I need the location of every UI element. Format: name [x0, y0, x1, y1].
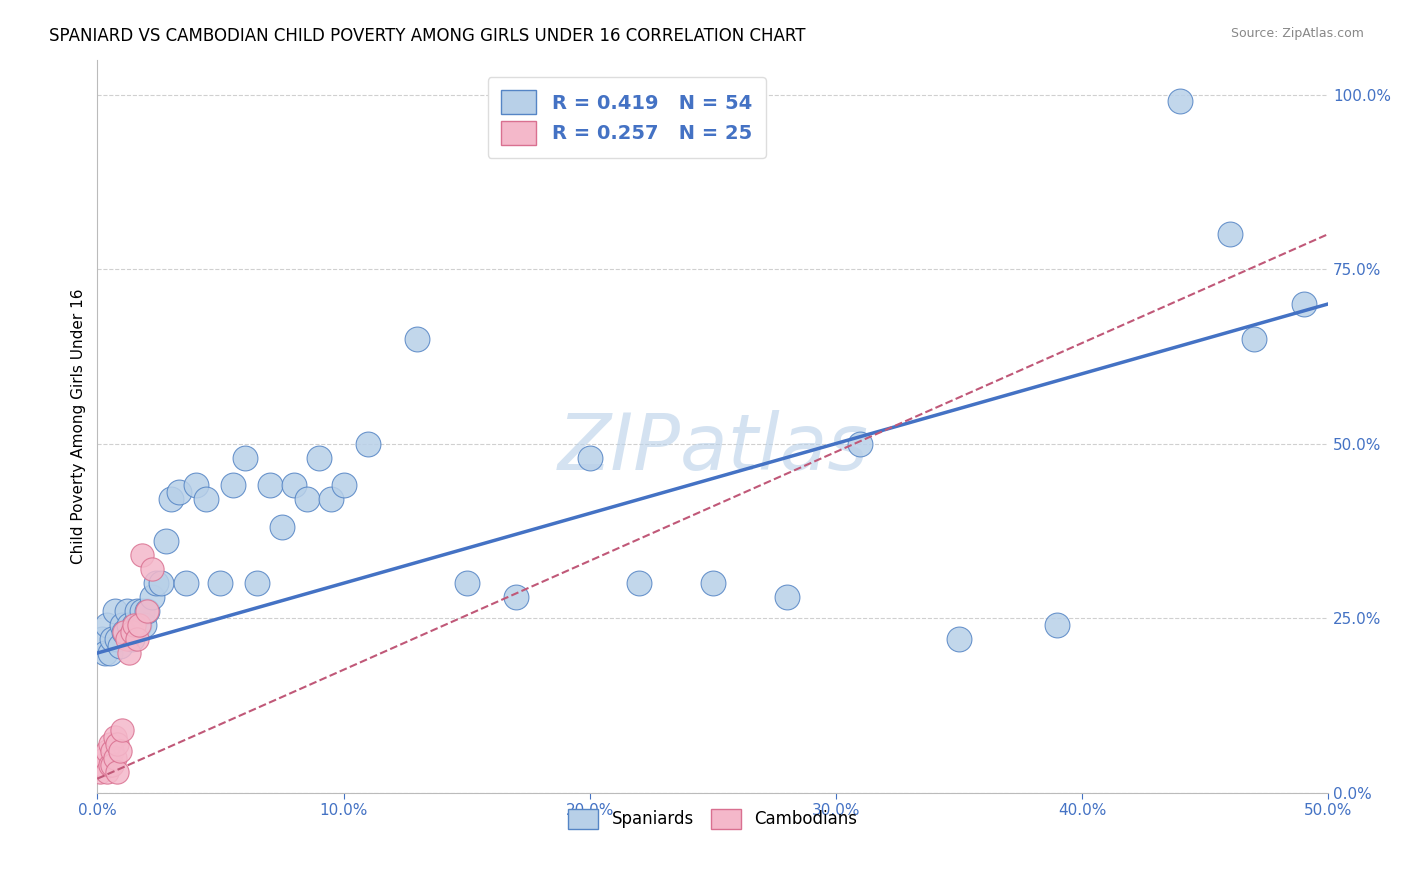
Point: [775, 590, 797, 604]
Point: [131, 549, 153, 563]
Point: [96, 744, 118, 758]
Point: [93, 646, 115, 660]
Point: [118, 618, 141, 632]
Legend: Spaniards, Cambodians: Spaniards, Cambodians: [562, 802, 863, 836]
Point: [118, 646, 141, 660]
Text: Source: ZipAtlas.com: Source: ZipAtlas.com: [1230, 27, 1364, 40]
Point: [505, 590, 527, 604]
Point: [98, 737, 121, 751]
Point: [105, 764, 128, 779]
Point: [128, 618, 150, 632]
Point: [105, 737, 128, 751]
Point: [135, 604, 157, 618]
Point: [246, 576, 269, 591]
Point: [155, 534, 177, 549]
Point: [174, 576, 197, 591]
Point: [321, 492, 343, 507]
Point: [91, 757, 114, 772]
Point: [160, 492, 183, 507]
Point: [125, 632, 148, 646]
Point: [93, 750, 115, 764]
Point: [209, 576, 232, 591]
Point: [627, 576, 650, 591]
Point: [108, 639, 131, 653]
Point: [1219, 227, 1241, 241]
Point: [121, 632, 143, 646]
Point: [406, 332, 429, 346]
Point: [115, 604, 138, 618]
Point: [112, 625, 135, 640]
Point: [112, 625, 135, 640]
Text: SPANIARD VS CAMBODIAN CHILD POVERTY AMONG GIRLS UNDER 16 CORRELATION CHART: SPANIARD VS CAMBODIAN CHILD POVERTY AMON…: [49, 27, 806, 45]
Point: [141, 562, 163, 576]
Point: [96, 764, 118, 779]
Point: [101, 744, 124, 758]
Point: [1046, 618, 1069, 632]
Point: [702, 576, 724, 591]
Point: [295, 492, 318, 507]
Point: [141, 590, 163, 604]
Point: [167, 485, 190, 500]
Point: [125, 604, 148, 618]
Point: [948, 632, 970, 646]
Point: [128, 618, 150, 632]
Point: [233, 450, 256, 465]
Point: [283, 478, 305, 492]
Point: [332, 478, 354, 492]
Point: [124, 618, 146, 632]
Point: [121, 625, 143, 640]
Point: [578, 450, 600, 465]
Y-axis label: Child Poverty Among Girls Under 16: Child Poverty Among Girls Under 16: [72, 288, 86, 564]
Point: [111, 618, 134, 632]
Point: [101, 757, 124, 772]
Point: [103, 730, 125, 744]
Point: [91, 632, 114, 646]
Point: [1292, 297, 1315, 311]
Point: [184, 478, 207, 492]
Point: [135, 604, 157, 618]
Point: [101, 632, 124, 646]
Point: [134, 618, 156, 632]
Point: [222, 478, 245, 492]
Point: [456, 576, 478, 591]
Point: [131, 604, 153, 618]
Point: [111, 723, 134, 737]
Point: [108, 744, 131, 758]
Point: [194, 492, 217, 507]
Point: [308, 450, 330, 465]
Point: [849, 436, 872, 450]
Point: [105, 632, 128, 646]
Point: [150, 576, 173, 591]
Text: ZIPatlas: ZIPatlas: [557, 410, 868, 486]
Point: [124, 618, 146, 632]
Point: [96, 618, 118, 632]
Point: [89, 764, 111, 779]
Point: [115, 632, 138, 646]
Point: [1243, 332, 1265, 346]
Point: [1170, 95, 1192, 109]
Point: [98, 757, 121, 772]
Point: [259, 478, 281, 492]
Point: [103, 750, 125, 764]
Point: [98, 646, 121, 660]
Point: [271, 520, 294, 534]
Point: [357, 436, 380, 450]
Point: [145, 576, 167, 591]
Point: [103, 604, 125, 618]
